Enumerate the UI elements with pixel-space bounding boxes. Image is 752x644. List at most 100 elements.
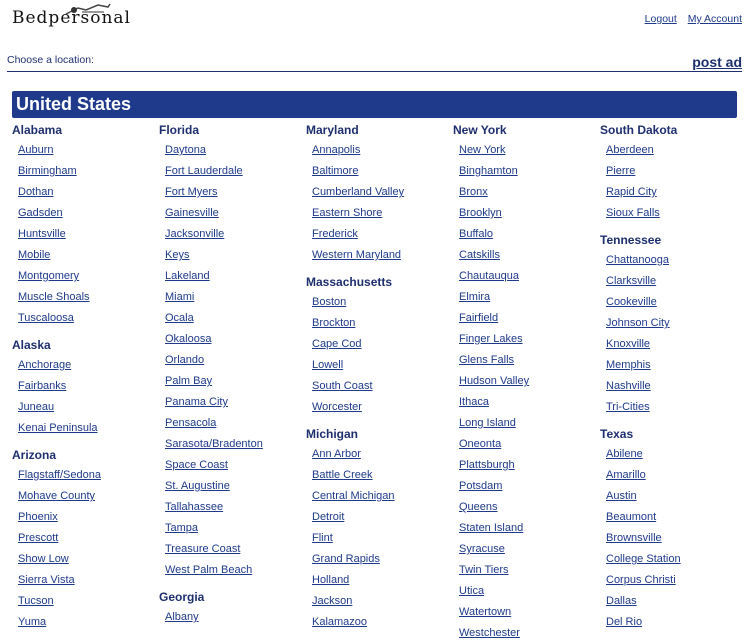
city-link[interactable]: Sioux Falls xyxy=(606,207,660,219)
city-link[interactable]: Show Low xyxy=(18,553,69,565)
city-link[interactable]: Tallahassee xyxy=(165,501,224,513)
city-link[interactable]: Anchorage xyxy=(18,359,72,371)
city-link[interactable]: Pensacola xyxy=(165,417,217,429)
city-link[interactable]: Corpus Christi xyxy=(606,574,676,586)
city-link[interactable]: Syracuse xyxy=(459,543,505,555)
city-link[interactable]: Staten Island xyxy=(459,522,524,534)
city-link[interactable]: Battle Creek xyxy=(312,469,373,481)
city-link[interactable]: Elmira xyxy=(459,291,491,303)
city-link[interactable]: Keys xyxy=(165,249,190,261)
city-link[interactable]: Flagstaff/Sedona xyxy=(18,469,101,481)
city-link[interactable]: Watertown xyxy=(459,606,512,618)
city-link[interactable]: Westchester xyxy=(459,627,520,639)
city-link[interactable]: Tuscaloosa xyxy=(18,312,74,324)
city-link[interactable]: Potsdam xyxy=(459,480,503,492)
city-link[interactable]: Catskills xyxy=(459,249,500,261)
city-link[interactable]: Fairbanks xyxy=(18,380,67,392)
city-link[interactable]: Dothan xyxy=(18,186,54,198)
city-link[interactable]: Mobile xyxy=(18,249,51,261)
city-link[interactable]: Long Island xyxy=(459,417,516,429)
city-link[interactable]: Knoxville xyxy=(606,338,651,350)
city-link[interactable]: St. Augustine xyxy=(165,480,230,492)
city-link[interactable]: Okaloosa xyxy=(165,333,212,345)
city-link[interactable]: Gadsden xyxy=(18,207,63,219)
city-link[interactable]: Baltimore xyxy=(312,165,359,177)
city-link[interactable]: Aberdeen xyxy=(606,144,654,156)
city-link[interactable]: Binghamton xyxy=(459,165,518,177)
city-link[interactable]: Oneonta xyxy=(459,438,502,450)
city-link[interactable]: Grand Rapids xyxy=(312,553,380,565)
city-link[interactable]: Abilene xyxy=(606,448,643,460)
city-link[interactable]: Kalamazoo xyxy=(312,616,368,628)
city-link[interactable]: Clarksville xyxy=(606,275,657,287)
city-link[interactable]: Buffalo xyxy=(459,228,494,240)
city-link[interactable]: Austin xyxy=(606,490,637,502)
city-link[interactable]: Ann Arbor xyxy=(312,448,361,460)
logout-link[interactable]: Logout xyxy=(644,13,677,25)
city-link[interactable]: Lowell xyxy=(312,359,344,371)
city-link[interactable]: Juneau xyxy=(18,401,55,413)
city-link[interactable]: Worcester xyxy=(312,401,362,413)
city-link[interactable]: Muscle Shoals xyxy=(18,291,90,303)
city-link[interactable]: South Coast xyxy=(312,380,373,392)
city-link[interactable]: Yuma xyxy=(18,616,47,628)
city-link[interactable]: Gainesville xyxy=(165,207,219,219)
city-link[interactable]: Bronx xyxy=(459,186,488,198)
city-link[interactable]: Daytona xyxy=(165,144,206,156)
city-link[interactable]: Brooklyn xyxy=(459,207,502,219)
city-link[interactable]: College Station xyxy=(606,553,681,565)
city-link[interactable]: Tampa xyxy=(165,522,199,534)
city-link[interactable]: Auburn xyxy=(18,144,54,156)
city-link[interactable]: Huntsville xyxy=(18,228,66,240)
city-link[interactable]: Brownsville xyxy=(606,532,662,544)
city-link[interactable]: Space Coast xyxy=(165,459,228,471)
city-link[interactable]: Beaumont xyxy=(606,511,657,523)
city-link[interactable]: Utica xyxy=(459,585,485,597)
city-link[interactable]: West Palm Beach xyxy=(165,564,253,576)
city-link[interactable]: Kenai Peninsula xyxy=(18,422,98,434)
city-link[interactable]: Dallas xyxy=(606,595,637,607)
my-account-link[interactable]: My Account xyxy=(687,13,742,25)
city-link[interactable]: Finger Lakes xyxy=(459,333,523,345)
city-link[interactable]: Tucson xyxy=(18,595,54,607)
city-link[interactable]: Prescott xyxy=(18,532,59,544)
city-link[interactable]: Tri-Cities xyxy=(606,401,650,413)
city-link[interactable]: Birmingham xyxy=(18,165,77,177)
city-link[interactable]: Palm Bay xyxy=(165,375,213,387)
city-link[interactable]: Plattsburgh xyxy=(459,459,515,471)
city-link[interactable]: Mohave County xyxy=(18,490,96,502)
city-link[interactable]: Glens Falls xyxy=(459,354,515,366)
city-link[interactable]: Annapolis xyxy=(312,144,361,156)
city-link[interactable]: Twin Tiers xyxy=(459,564,509,576)
city-link[interactable]: Memphis xyxy=(606,359,651,371)
city-link[interactable]: Miami xyxy=(165,291,195,303)
city-link[interactable]: Del Rio xyxy=(606,616,643,628)
city-link[interactable]: Treasure Coast xyxy=(165,543,241,555)
city-link[interactable]: Frederick xyxy=(312,228,358,240)
city-link[interactable]: New York xyxy=(459,144,506,156)
city-link[interactable]: Detroit xyxy=(312,511,345,523)
city-link[interactable]: Western Maryland xyxy=(312,249,402,261)
city-link[interactable]: Jackson xyxy=(312,595,353,607)
city-link[interactable]: Fort Myers xyxy=(165,186,218,198)
city-link[interactable]: Sierra Vista xyxy=(18,574,75,586)
city-link[interactable]: Johnson City xyxy=(606,317,670,329)
city-link[interactable]: Cape Cod xyxy=(312,338,362,350)
city-link[interactable]: Orlando xyxy=(165,354,205,366)
city-link[interactable]: Ocala xyxy=(165,312,194,324)
city-link[interactable]: Central Michigan xyxy=(312,490,395,502)
city-link[interactable]: Chautauqua xyxy=(459,270,519,282)
logo[interactable]: Bedpersonal xyxy=(12,3,131,28)
city-link[interactable]: Boston xyxy=(312,296,347,308)
post-ad-link[interactable]: post ad xyxy=(692,54,742,70)
city-link[interactable]: Phoenix xyxy=(18,511,58,523)
city-link[interactable]: Eastern Shore xyxy=(312,207,383,219)
city-link[interactable]: Albany xyxy=(165,611,199,623)
city-link[interactable]: Panama City xyxy=(165,396,228,408)
city-link[interactable]: Chattanooga xyxy=(606,254,669,266)
city-link[interactable]: Ithaca xyxy=(459,396,489,408)
city-link[interactable]: Sarasota/Bradenton xyxy=(165,438,263,450)
city-link[interactable]: Pierre xyxy=(606,165,636,177)
city-link[interactable]: Hudson Valley xyxy=(459,375,530,387)
city-link[interactable]: Jacksonville xyxy=(165,228,225,240)
